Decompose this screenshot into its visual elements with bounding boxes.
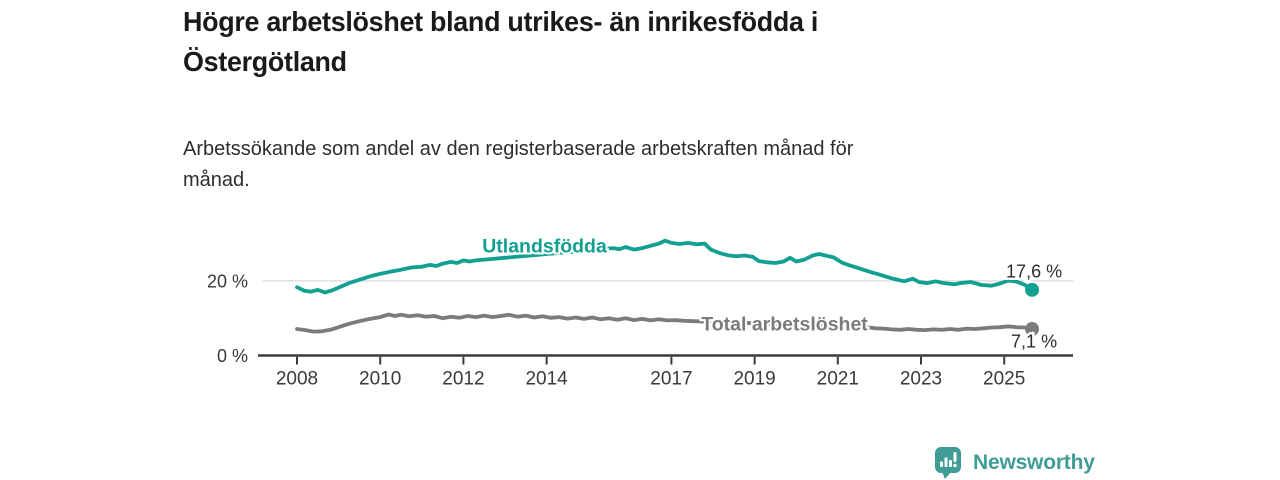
- x-tick-label-2008: 2008: [276, 369, 318, 390]
- chart-canvas: 2008 2010 2012 2014 2017 2019 2021 2023 2025 0 % 2…: [207, 234, 1073, 390]
- series-label-utlandsfodda: Utlandsfödda: [482, 236, 607, 258]
- y-tick-label-0: 0 %: [217, 346, 248, 366]
- end-value-label-utlandsfodda: 17,6 %: [1006, 261, 1062, 281]
- x-tick-label-2012: 2012: [442, 369, 484, 390]
- chart-title: Högre arbetslöshet bland utrikes- än inr…: [183, 6, 819, 77]
- chart-subtitle: Arbetssökande som andel av den registerb…: [183, 138, 854, 191]
- end-value-label-total-arbetsloshet: 7,1 %: [1011, 332, 1057, 352]
- newsworthy-logo-icon: [935, 447, 961, 479]
- unemployment-line-chart: 2008 2010 2012 2014 2017 2019 2021 2023 2025 0 % 2…: [207, 234, 1073, 390]
- series-label-total-arbetsloshet: Total arbetslöshet: [701, 314, 868, 336]
- end-dot-utlandsfodda: [1025, 282, 1040, 297]
- x-tick-label-2023: 2023: [900, 369, 942, 390]
- brand-footer: Newsworthy: [934, 446, 1095, 480]
- series-line-total-arbetsloshet-0: [295, 312, 1034, 334]
- x-tick-label-2025: 2025: [983, 369, 1025, 390]
- x-tick-label-2017: 2017: [650, 369, 692, 390]
- brand-name: Newsworthy: [973, 451, 1095, 474]
- x-tick-label-2019: 2019: [733, 369, 775, 390]
- series-line-utlandsfodda-0: [295, 238, 1034, 295]
- y-tick-label-20: 20 %: [207, 271, 248, 291]
- x-tick-label-2010: 2010: [359, 369, 401, 390]
- x-tick-label-2021: 2021: [817, 369, 859, 390]
- x-tick-label-2014: 2014: [525, 369, 568, 390]
- end-dot-total-arbetsloshet: [1025, 322, 1040, 337]
